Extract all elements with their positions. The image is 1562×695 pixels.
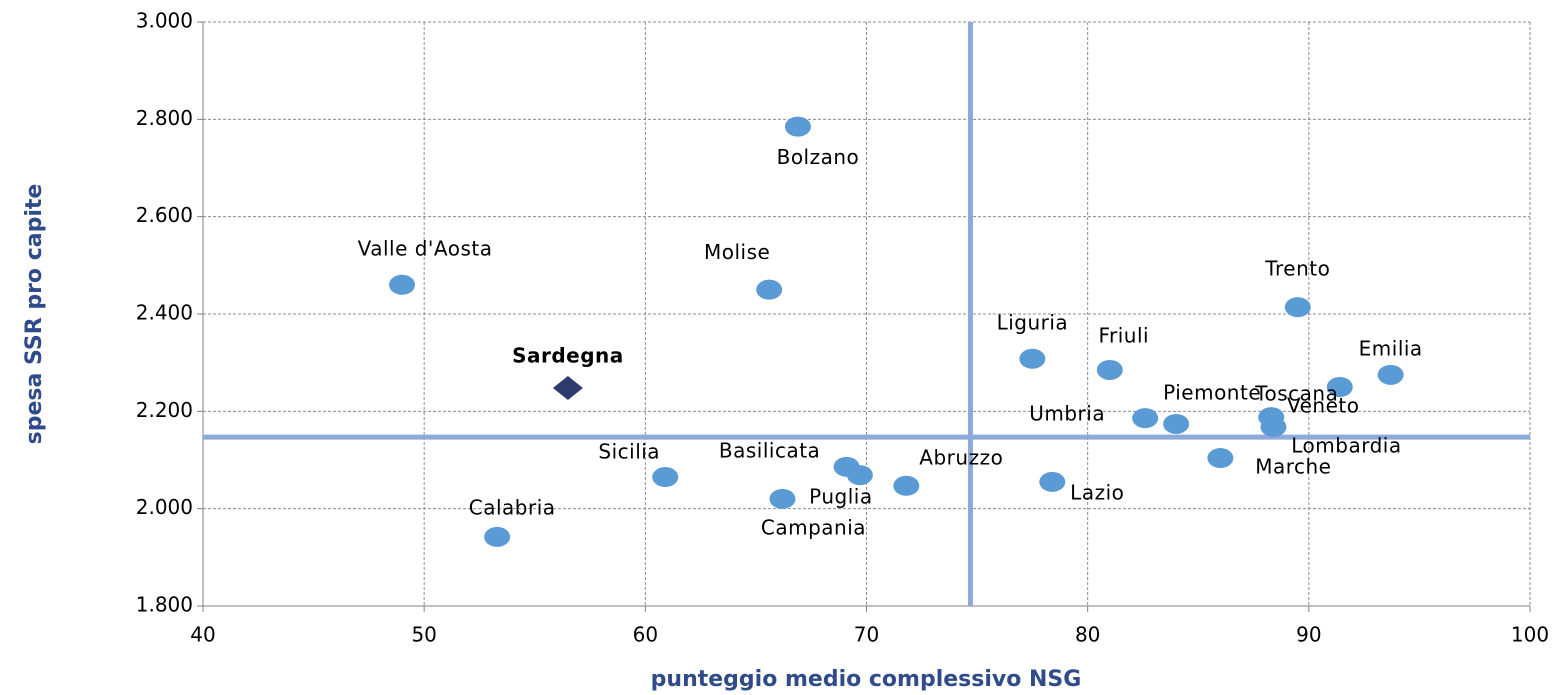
point-label: Puglia xyxy=(809,485,872,509)
point-label: Basilicata xyxy=(719,438,820,462)
point xyxy=(484,526,511,547)
y-tick-label: 2.600 xyxy=(136,203,193,227)
point xyxy=(756,279,783,300)
point xyxy=(893,475,920,496)
point xyxy=(1207,448,1234,469)
point xyxy=(1132,408,1159,429)
point-label: Bolzano xyxy=(777,145,860,169)
point-label: Campania xyxy=(761,515,866,539)
point-label: Abruzzo xyxy=(919,445,1003,469)
point-label: Marche xyxy=(1255,455,1331,479)
x-axis-title: punteggio medio complessivo NSG xyxy=(651,667,1082,692)
y-tick-label: 2.800 xyxy=(136,106,193,130)
point xyxy=(1039,471,1066,492)
point-label: Sicilia xyxy=(598,440,660,464)
point-label: Valle d'Aosta xyxy=(358,236,493,260)
x-tick-label: 60 xyxy=(633,623,658,647)
point-label: Calabria xyxy=(469,495,556,519)
point xyxy=(1260,416,1287,437)
y-tick-label: 2.400 xyxy=(136,301,193,325)
y-tick-label: 2.000 xyxy=(136,495,193,519)
x-tick-label: 40 xyxy=(190,623,215,647)
point xyxy=(1284,297,1311,318)
point xyxy=(1326,377,1353,397)
point-label: Toscana xyxy=(1254,382,1338,406)
x-tick-label: 50 xyxy=(411,623,436,647)
point xyxy=(1163,413,1190,434)
point xyxy=(1019,348,1046,369)
point xyxy=(652,467,679,488)
point-label: Piemonte xyxy=(1163,380,1261,404)
x-tick-label: 80 xyxy=(1075,623,1100,647)
point xyxy=(769,488,796,509)
point xyxy=(846,465,873,486)
x-tick-label: 70 xyxy=(854,623,879,647)
point-label: Lombardia xyxy=(1291,433,1401,457)
y-axis-title: spesa SSR pro capite xyxy=(22,184,47,445)
point-label: Liguria xyxy=(997,310,1069,334)
point-label: Veneto xyxy=(1287,394,1360,418)
point-label: Emilia xyxy=(1359,336,1423,360)
point xyxy=(1377,364,1404,385)
point-label: Trento xyxy=(1264,257,1330,281)
highlight-point xyxy=(552,375,583,400)
x-tick-label: 90 xyxy=(1296,623,1321,647)
y-tick-label: 3.000 xyxy=(136,9,193,33)
y-tick-label: 1.800 xyxy=(136,593,193,617)
point xyxy=(784,116,811,137)
point-label: Umbria xyxy=(1029,402,1105,426)
x-tick-label: 100 xyxy=(1511,623,1549,647)
point-label: Lazio xyxy=(1070,480,1124,504)
point xyxy=(389,274,416,295)
highlight-label: Sardegna xyxy=(512,343,624,367)
y-tick-label: 2.200 xyxy=(136,398,193,422)
point xyxy=(1096,359,1123,380)
point-label: Molise xyxy=(704,240,770,264)
point-label: Friuli xyxy=(1098,323,1149,347)
